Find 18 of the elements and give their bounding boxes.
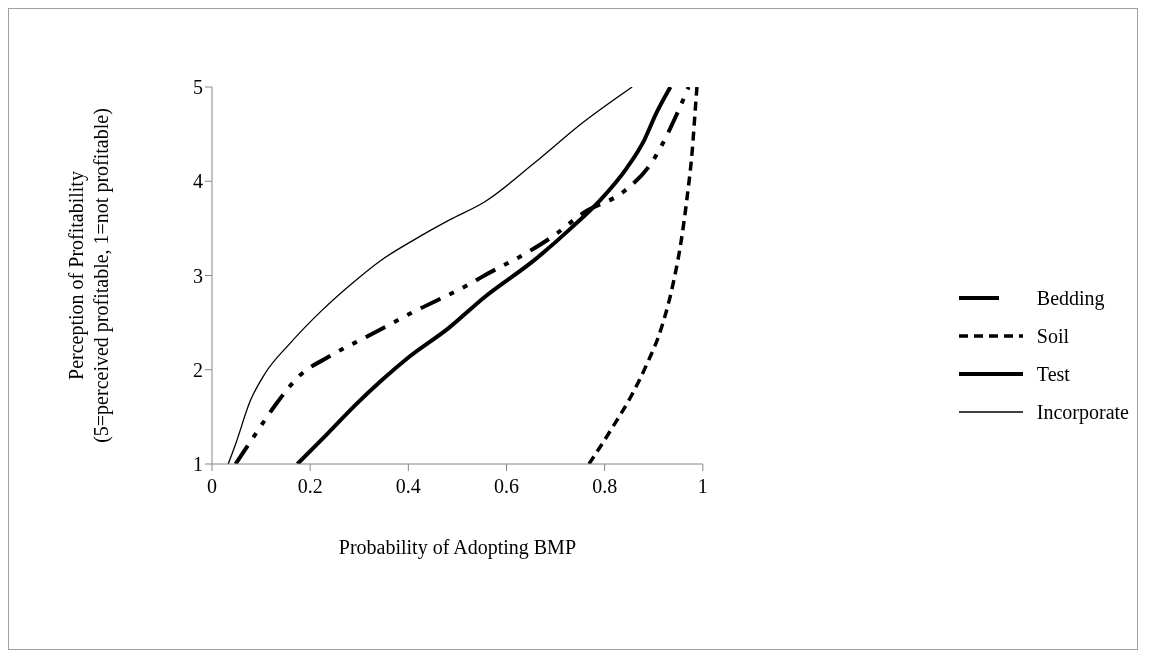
y-tick-label: 5 — [193, 76, 203, 99]
legend-label: Incorporate — [1036, 400, 1129, 424]
legend-label: Soil — [1036, 324, 1070, 348]
y-tick-label: 2 — [193, 358, 203, 381]
y-tick-label: 1 — [193, 453, 203, 476]
x-tick-label: 0.4 — [395, 475, 421, 498]
y-tick-label: 4 — [193, 170, 203, 193]
x-tick-label: 0 — [207, 475, 217, 498]
line-series — [587, 87, 699, 464]
legend-label: Bedding — [1036, 286, 1105, 310]
x-tick-label: 0.8 — [592, 475, 618, 498]
x-tick-label: 0.6 — [494, 475, 519, 498]
y-tick-label: 3 — [193, 264, 203, 287]
x-tick-label: 0.2 — [297, 475, 323, 498]
y-axis-title: Perception of Profitability (5=perceived profitable, 1=not profitable) — [65, 108, 113, 443]
x-tick-label: 1 — [697, 475, 708, 498]
x-axis-title: Probability of Adopting BMP — [338, 536, 577, 559]
legend-label: Test — [1036, 362, 1070, 386]
